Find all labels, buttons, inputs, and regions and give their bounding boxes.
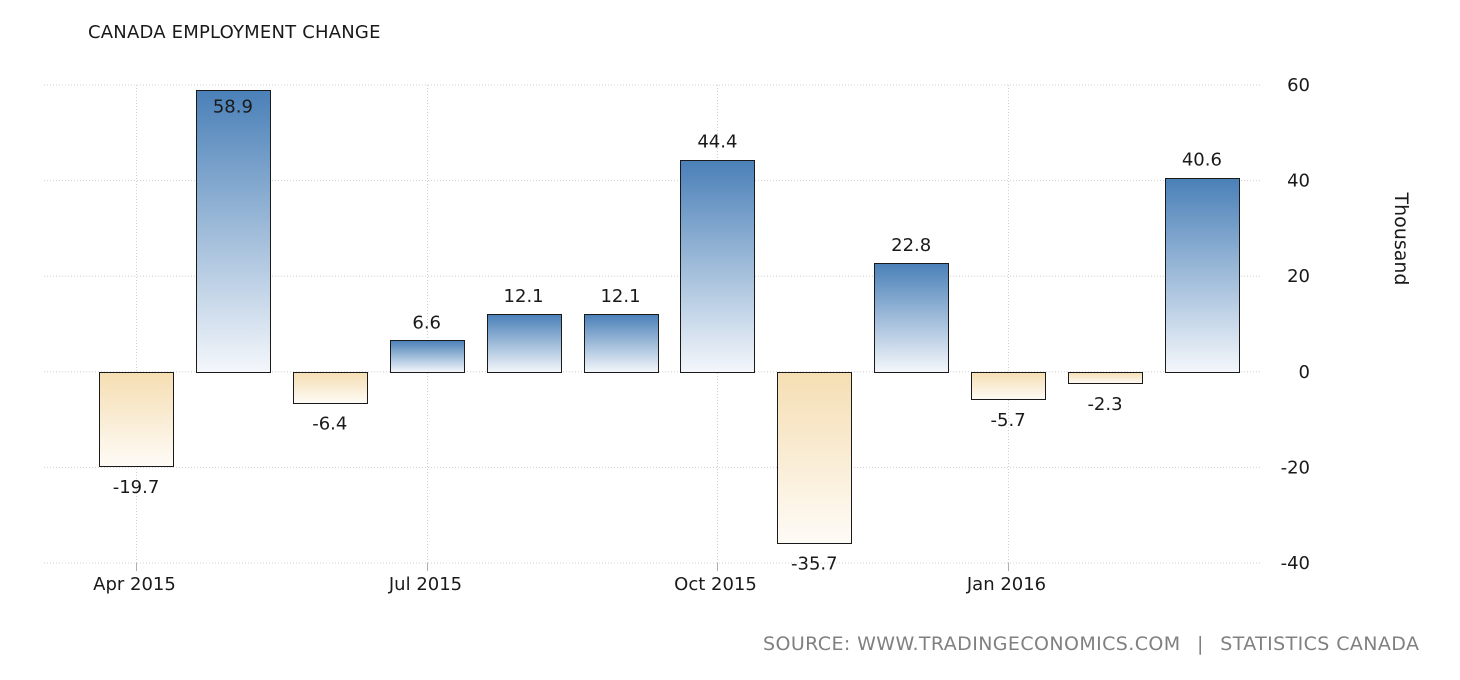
data-label: 40.6 (1182, 150, 1222, 171)
x-tick-label: Apr 2015 (93, 574, 176, 595)
source-site-link[interactable]: WWW.TRADINGECONOMICS.COM (857, 633, 1181, 655)
bar-jan-2016 (971, 372, 1046, 400)
axes: 60 40 20 0 -20 -40 Apr 2015 Jul 2015 Oct 2015 Jan… (93, 75, 1412, 595)
data-label: -6.4 (312, 413, 347, 434)
bar-oct-2015 (680, 160, 755, 373)
y-axis-title: Thousand (1390, 192, 1412, 286)
bar-jul-2015 (390, 340, 465, 373)
data-label: 12.1 (504, 286, 544, 307)
source-separator: | (1196, 633, 1204, 655)
data-label: -5.7 (991, 410, 1026, 431)
data-label: 12.1 (600, 286, 640, 307)
bar-aug-2015 (487, 314, 562, 373)
y-tick-label: 60 (1287, 75, 1310, 96)
data-label: 22.8 (891, 235, 931, 256)
data-label: -19.7 (113, 477, 160, 498)
data-label: -35.7 (791, 553, 838, 574)
bar-may-2015 (196, 90, 271, 373)
y-tick-label: -40 (1281, 553, 1310, 574)
bar-dec-2015 (874, 263, 949, 373)
data-label: -2.3 (1087, 394, 1122, 415)
bar-mar-2016 (1165, 178, 1240, 373)
data-labels: -19.7 58.9 -6.4 6.6 12.1 12.1 44.4 -35.7 22.8 -5.… (113, 96, 1222, 574)
x-tick-label: Oct 2015 (674, 574, 757, 595)
bar-apr-2015 (99, 372, 174, 467)
x-tick-label: Jan 2016 (966, 574, 1046, 595)
bar-sep-2015 (584, 314, 659, 373)
bar-jun-2015 (293, 372, 368, 404)
y-tick-label: -20 (1281, 457, 1310, 478)
x-tick-label: Jul 2015 (388, 574, 462, 595)
y-tick-label: 20 (1287, 266, 1310, 287)
bar-nov-2015 (777, 372, 852, 544)
source-provider: STATISTICS CANADA (1220, 633, 1420, 655)
y-tick-label: 40 (1287, 171, 1310, 192)
source-prefix: SOURCE: (763, 633, 851, 655)
data-label: 44.4 (697, 132, 737, 153)
y-tick-label: 0 (1299, 362, 1310, 383)
source-attribution: SOURCE: WWW.TRADINGECONOMICS.COM | STATI… (763, 633, 1419, 655)
data-label: 6.6 (412, 312, 441, 333)
bars (99, 90, 1240, 544)
chart-title: CANADA EMPLOYMENT CHANGE (88, 22, 381, 43)
data-label: 58.9 (213, 96, 253, 117)
bar-feb-2016 (1068, 372, 1143, 384)
